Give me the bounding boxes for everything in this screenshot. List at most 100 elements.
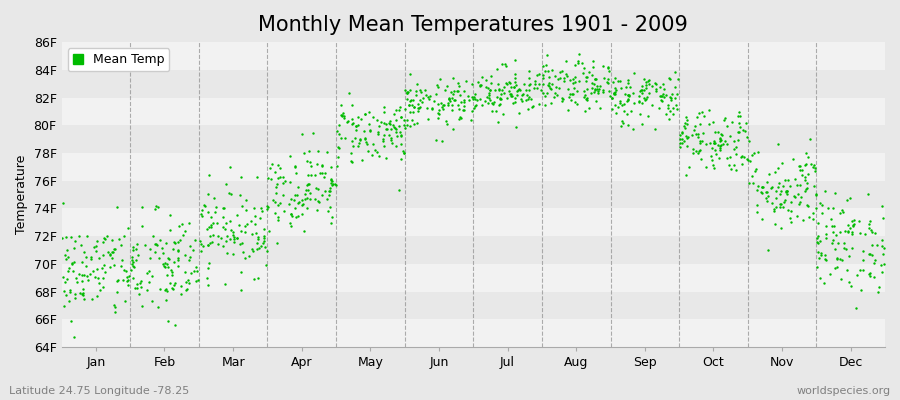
Point (686, 146, 700, 152)
Point (655, 91, 670, 97)
Point (736, 126, 751, 133)
Point (482, 95, 496, 102)
Point (386, 122, 400, 128)
Point (556, 78, 571, 84)
Point (332, 131, 347, 138)
Point (90, 292, 104, 299)
Point (223, 218, 238, 224)
Point (254, 242, 268, 249)
Point (602, 68, 616, 74)
Point (310, 207, 324, 213)
Point (284, 223, 299, 229)
Point (662, 75, 676, 82)
Point (164, 267, 178, 274)
Point (578, 92, 592, 98)
Point (810, 235, 824, 242)
Point (372, 122, 386, 129)
Point (245, 231, 259, 238)
Point (335, 112, 349, 118)
Point (392, 107, 407, 113)
Point (653, 84, 668, 90)
Point (446, 91, 460, 97)
Point (405, 102, 419, 109)
Point (814, 250, 828, 256)
Point (142, 268, 157, 274)
Point (518, 86, 533, 93)
Point (122, 273, 137, 279)
Point (548, 73, 562, 80)
Point (510, 86, 525, 93)
Point (400, 122, 414, 128)
Point (613, 78, 627, 84)
Point (166, 282, 181, 288)
Point (452, 116, 466, 122)
Point (273, 165, 287, 172)
Point (847, 217, 861, 223)
Point (764, 200, 778, 206)
Point (542, 83, 556, 90)
Point (156, 250, 170, 256)
Point (580, 97, 594, 104)
Point (390, 133, 404, 139)
Point (228, 236, 242, 242)
Point (81, 277, 95, 284)
Point (331, 145, 346, 151)
Point (220, 233, 235, 239)
Point (464, 93, 479, 100)
Point (249, 246, 264, 252)
Point (489, 108, 503, 114)
Point (670, 106, 684, 112)
Point (780, 206, 795, 213)
Point (153, 237, 167, 243)
Point (760, 193, 775, 199)
Point (385, 139, 400, 146)
Point (411, 104, 426, 111)
Point (135, 302, 149, 309)
Point (482, 97, 497, 103)
Text: Latitude 24.75 Longitude -78.25: Latitude 24.75 Longitude -78.25 (9, 386, 189, 396)
Point (840, 196, 854, 203)
Point (58, 233, 73, 240)
Point (411, 108, 426, 114)
Point (269, 184, 284, 190)
Point (330, 128, 345, 134)
Point (491, 87, 506, 93)
Point (76, 272, 91, 278)
Point (90, 237, 104, 244)
Point (720, 155, 734, 161)
Point (177, 252, 192, 258)
Point (589, 76, 603, 82)
Text: worldspecies.org: worldspecies.org (796, 386, 891, 396)
Point (166, 285, 180, 291)
Point (204, 222, 219, 229)
Point (194, 248, 208, 254)
Point (273, 200, 287, 206)
Point (608, 91, 622, 97)
Point (365, 140, 380, 147)
Point (142, 254, 157, 261)
Point (774, 160, 788, 166)
Point (106, 302, 121, 308)
Point (446, 88, 461, 94)
Point (725, 119, 740, 126)
Point (611, 77, 625, 84)
Point (430, 84, 445, 90)
Point (193, 238, 207, 244)
Point (692, 148, 706, 154)
Point (277, 178, 292, 184)
Point (615, 101, 629, 108)
Point (826, 237, 841, 244)
Point (729, 144, 743, 150)
Point (62, 298, 77, 304)
Point (406, 96, 420, 103)
Point (432, 107, 446, 113)
Point (60, 254, 75, 260)
Point (680, 114, 694, 121)
Point (575, 60, 590, 66)
Point (127, 264, 141, 270)
Point (694, 156, 708, 162)
Point (806, 210, 820, 216)
Point (868, 257, 882, 263)
Point (705, 145, 719, 152)
Point (680, 134, 694, 141)
